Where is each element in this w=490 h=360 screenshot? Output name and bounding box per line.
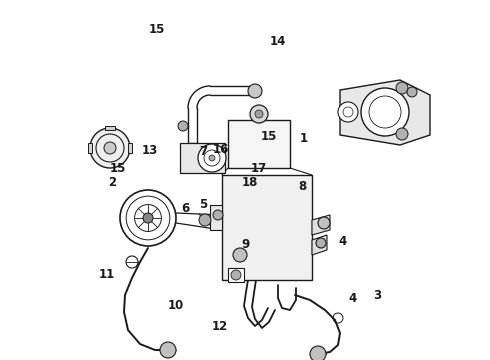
Text: 18: 18 [242,176,258,189]
Circle shape [407,87,417,97]
Circle shape [250,105,268,123]
Polygon shape [210,205,222,230]
Circle shape [396,82,408,94]
Polygon shape [312,215,330,235]
Polygon shape [228,120,290,168]
Text: 11: 11 [98,268,115,281]
Circle shape [316,238,326,248]
Polygon shape [128,143,132,153]
Text: 8: 8 [299,180,307,193]
Text: 10: 10 [167,299,184,312]
Text: 3: 3 [373,289,381,302]
Circle shape [310,346,326,360]
Circle shape [90,128,130,168]
Circle shape [120,190,176,246]
Circle shape [233,248,247,262]
Circle shape [318,217,330,229]
Circle shape [361,88,409,136]
Text: 5: 5 [199,198,207,211]
Text: 15: 15 [109,162,126,175]
Text: 15: 15 [148,23,165,36]
Circle shape [338,102,358,122]
Text: 2: 2 [108,176,116,189]
Text: 1: 1 [300,132,308,145]
Polygon shape [228,268,244,282]
Circle shape [231,270,241,280]
Circle shape [199,214,211,226]
Text: 6: 6 [181,202,189,215]
Circle shape [143,213,153,223]
Text: 9: 9 [241,238,249,251]
Circle shape [255,110,263,118]
Text: 15: 15 [260,130,277,143]
Circle shape [104,142,116,154]
Text: 13: 13 [141,144,158,157]
Circle shape [178,121,188,131]
Text: 7: 7 [199,145,207,158]
Circle shape [209,155,215,161]
Circle shape [160,342,176,358]
Polygon shape [312,235,327,255]
Text: 14: 14 [270,35,287,48]
Polygon shape [340,80,430,145]
Circle shape [248,84,262,98]
Polygon shape [88,143,92,153]
Text: 4: 4 [339,235,347,248]
Text: 4: 4 [349,292,357,305]
Circle shape [198,144,226,172]
Text: 17: 17 [250,162,267,175]
Text: 12: 12 [211,320,228,333]
Text: 16: 16 [212,143,229,156]
Polygon shape [222,175,312,280]
Polygon shape [180,143,225,173]
Circle shape [213,210,223,220]
Circle shape [396,128,408,140]
Polygon shape [105,126,115,130]
